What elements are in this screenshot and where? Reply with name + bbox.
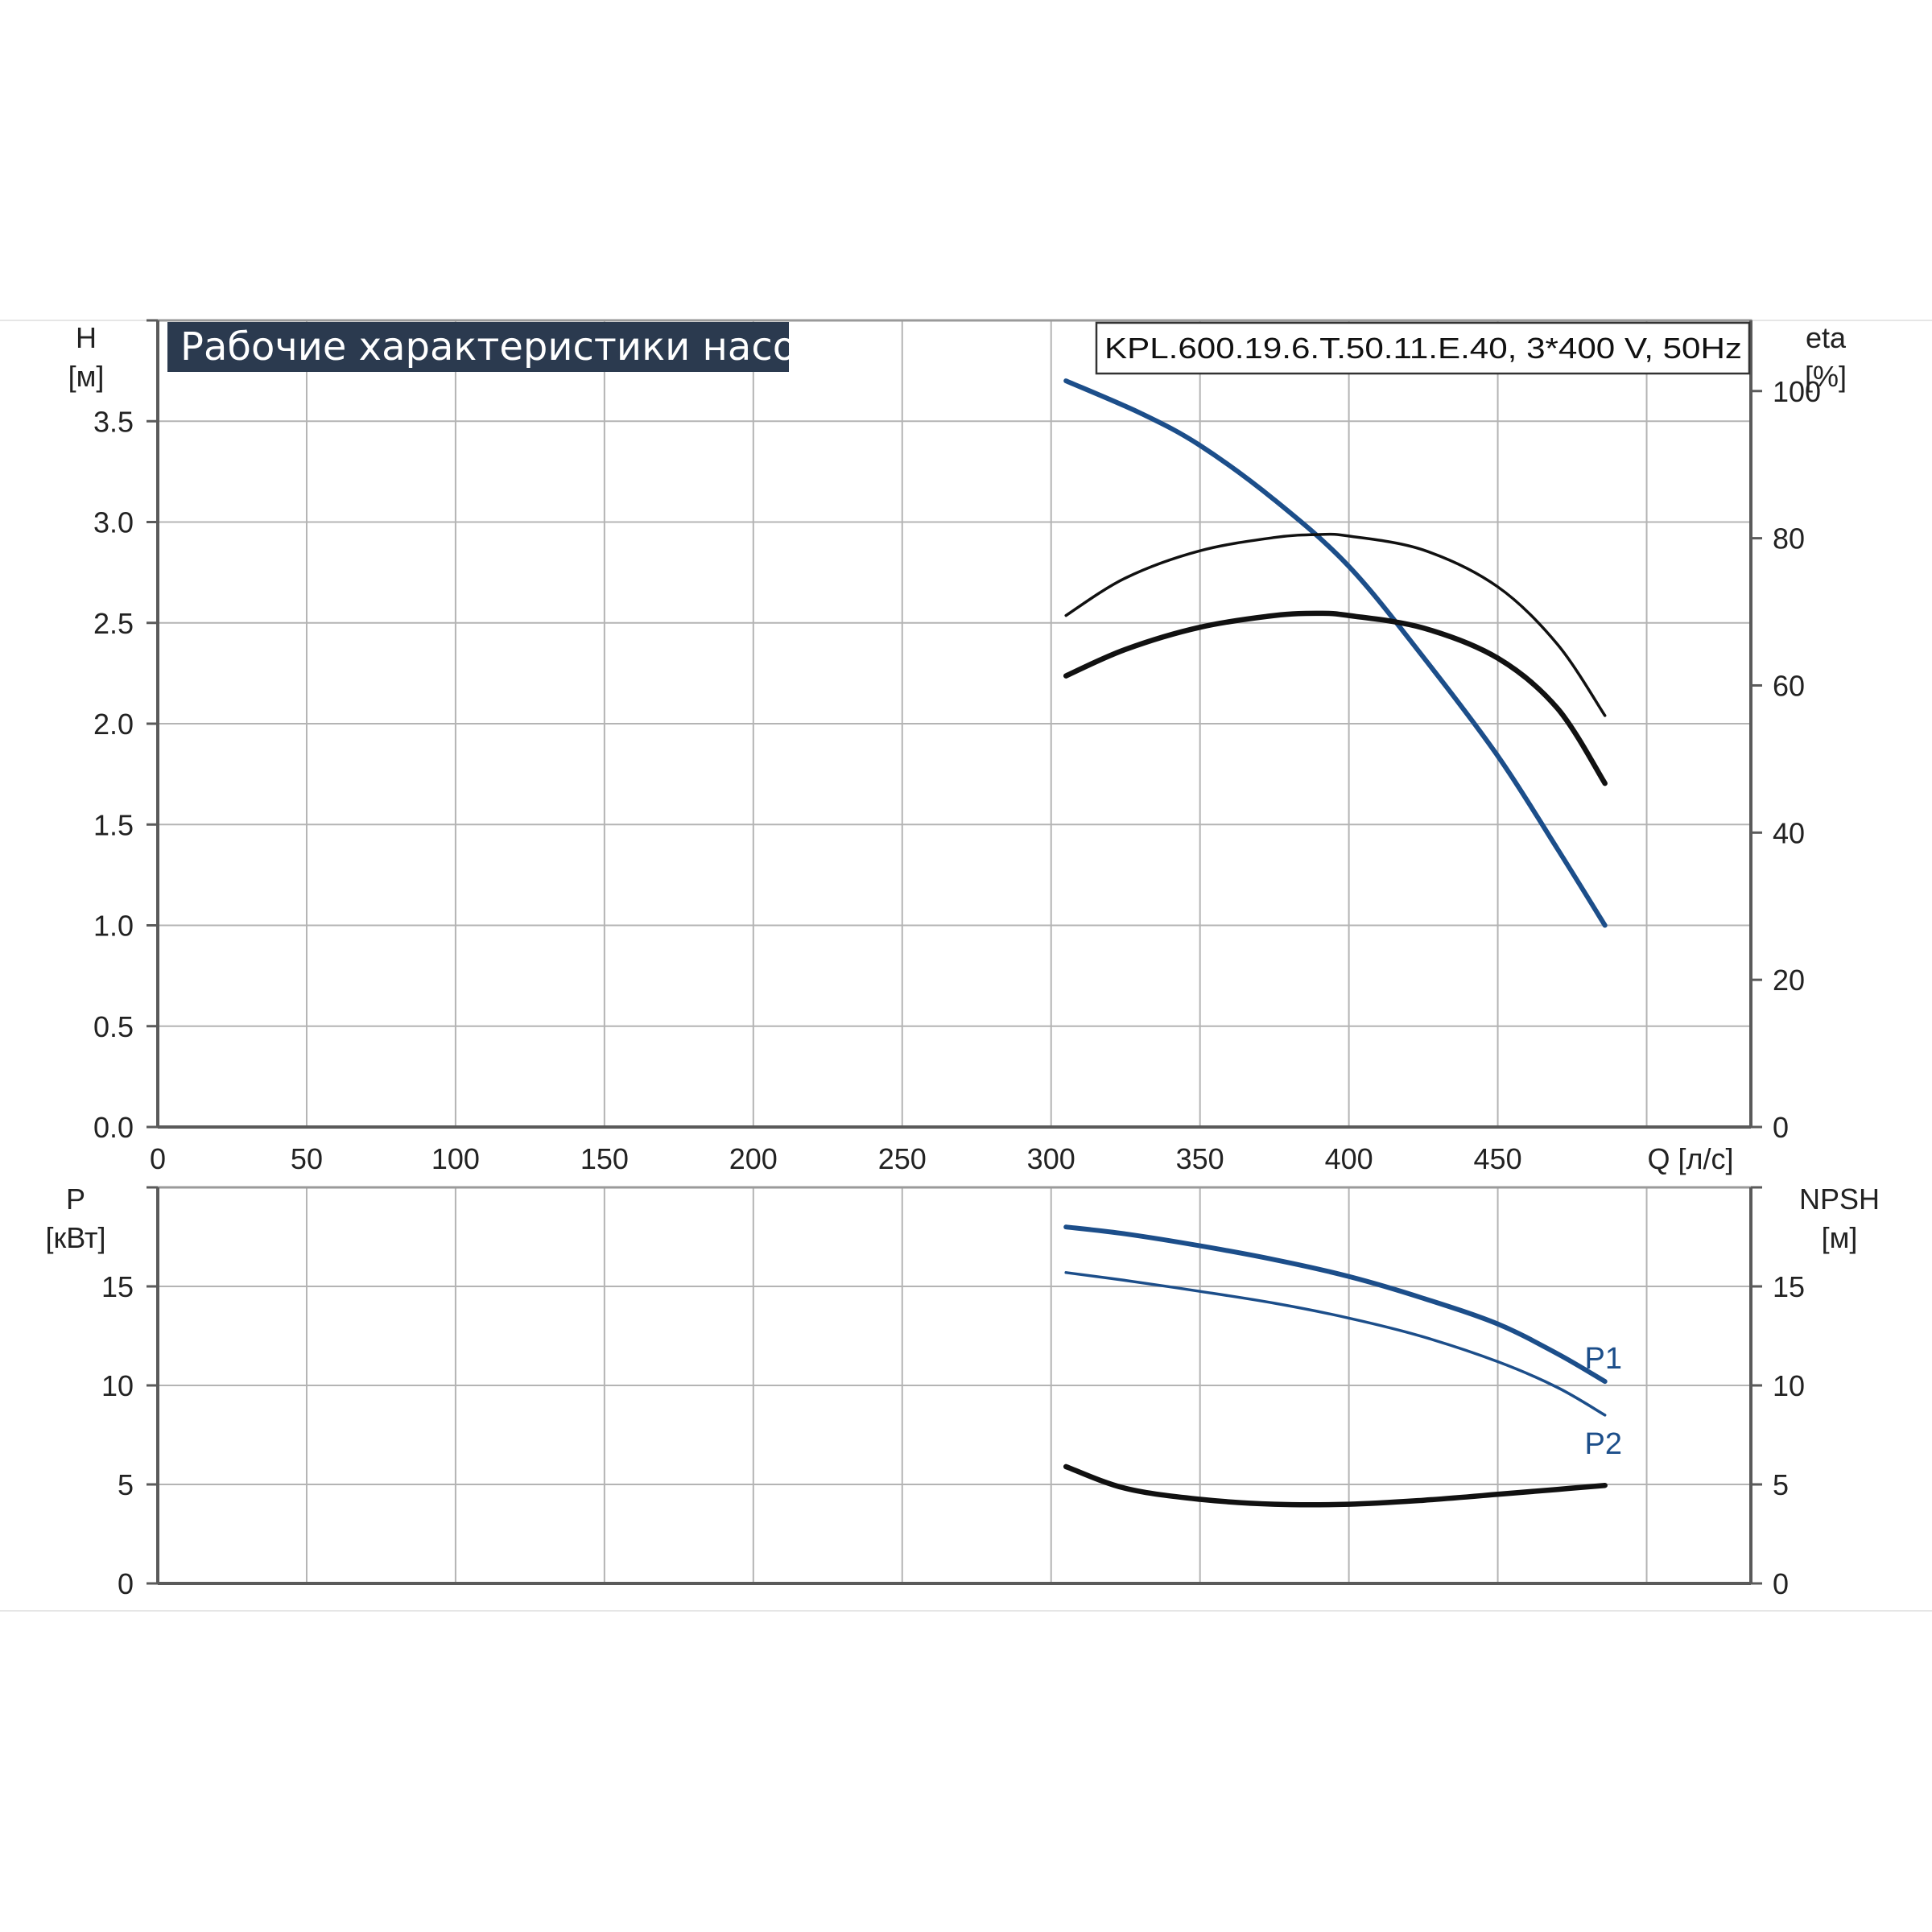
- top-y2-tick-label-5: 100: [1773, 375, 1821, 408]
- top-x-tick-label-4: 200: [729, 1142, 778, 1175]
- top-y2-tick-label-2: 40: [1773, 816, 1805, 849]
- axis-titles: H [м] eta [%] P [кВт] NPSH [м] Q [л/с]: [45, 321, 1880, 1254]
- top-x-tick-label-0: 0: [150, 1142, 166, 1175]
- title-box: [167, 322, 789, 372]
- curve-p2: [1064, 1271, 1607, 1417]
- top-y2-axis-title-symbol: eta: [1806, 321, 1847, 354]
- top-x-tick-label-8: 400: [1325, 1142, 1373, 1175]
- top-x-tick-label-1: 50: [291, 1142, 323, 1175]
- top-y2-axis-title-unit: [%]: [1805, 360, 1847, 393]
- curve-eta-upper: [1064, 532, 1607, 717]
- top-y-tick-label-2: 1.0: [93, 910, 134, 943]
- bottom-y-tick-label-0: 0: [118, 1567, 134, 1600]
- axes: [147, 319, 1762, 1585]
- curve-label-p2: P2: [1585, 1427, 1622, 1461]
- curves: P1 P2: [1063, 378, 1622, 1508]
- curve-npsh: [1063, 1463, 1608, 1508]
- top-x-tick-label-9: 450: [1474, 1142, 1522, 1175]
- bottom-y2-tick-label-1: 5: [1773, 1468, 1789, 1501]
- bottom-y-tick-label-1: 5: [118, 1468, 134, 1501]
- bottom-y-axis-title-symbol: P: [66, 1183, 85, 1216]
- chart-title: Рабочие характеристики насоса: [180, 324, 841, 369]
- top-x-tick-label-5: 250: [878, 1142, 927, 1175]
- top-y2-tick-labels: 0 20 40 60 80 100: [1773, 375, 1821, 1144]
- top-x-tick-label-2: 100: [431, 1142, 480, 1175]
- bottom-y2-tick-labels: 0 5 10 15: [1773, 1270, 1805, 1600]
- bottom-y2-tick-label-3: 15: [1773, 1270, 1805, 1303]
- bottom-y-axis-title-unit: [кВт]: [45, 1221, 105, 1254]
- top-y-tick-labels: 0.0 0.5 1.0 1.5 2.0 2.5 3.0 3.5: [93, 405, 134, 1144]
- top-x-tick-label-7: 350: [1176, 1142, 1224, 1175]
- top-y-axis-title-symbol: H: [76, 321, 97, 354]
- model-box: [1095, 321, 1751, 375]
- top-y2-tick-label-1: 20: [1773, 964, 1805, 997]
- top-grid: [158, 320, 1751, 1127]
- top-y-axis-title-unit: [м]: [68, 360, 105, 393]
- top-y-tick-label-6: 3.0: [93, 506, 134, 539]
- bottom-y2-axis-title-unit: [м]: [1822, 1221, 1858, 1254]
- bottom-y2-axis-title-symbol: NPSH: [1799, 1183, 1880, 1216]
- bottom-y-tick-labels: 0 5 10 15: [101, 1270, 134, 1600]
- top-y2-tick-label-4: 80: [1773, 522, 1805, 555]
- top-y-tick-label-3: 1.5: [93, 808, 134, 841]
- model-label: KPL.600.19.6.T.50.11.E.40, 3*400 V, 50Hz: [1104, 332, 1742, 365]
- top-y-tick-label-0: 0.0: [93, 1111, 134, 1144]
- bottom-y2-tick-label-2: 10: [1773, 1369, 1805, 1402]
- bottom-y-tick-label-3: 15: [101, 1270, 134, 1303]
- curve-eta-lower: [1063, 610, 1608, 786]
- curve-p1: [1063, 1224, 1608, 1385]
- top-y-tick-label-5: 2.5: [93, 607, 134, 640]
- bottom-y2-tick-label-0: 0: [1773, 1567, 1789, 1600]
- bottom-y-tick-label-2: 10: [101, 1369, 134, 1402]
- top-x-tick-label-3: 150: [580, 1142, 629, 1175]
- top-y-tick-label-1: 0.5: [93, 1010, 134, 1043]
- top-x-tick-label-6: 300: [1027, 1142, 1075, 1175]
- top-y2-tick-label-0: 0: [1773, 1111, 1789, 1144]
- top-y-tick-label-4: 2.0: [93, 708, 134, 741]
- curve-label-p1: P1: [1585, 1342, 1622, 1376]
- top-x-axis-title: Q [л/с]: [1647, 1142, 1733, 1175]
- top-x-tick-labels: 0 50 100 150 200 250 300 350 400 450: [150, 1142, 1522, 1175]
- top-y-tick-label-7: 3.5: [93, 405, 134, 438]
- top-y2-tick-label-3: 60: [1773, 669, 1805, 702]
- curve-h: [1063, 378, 1608, 928]
